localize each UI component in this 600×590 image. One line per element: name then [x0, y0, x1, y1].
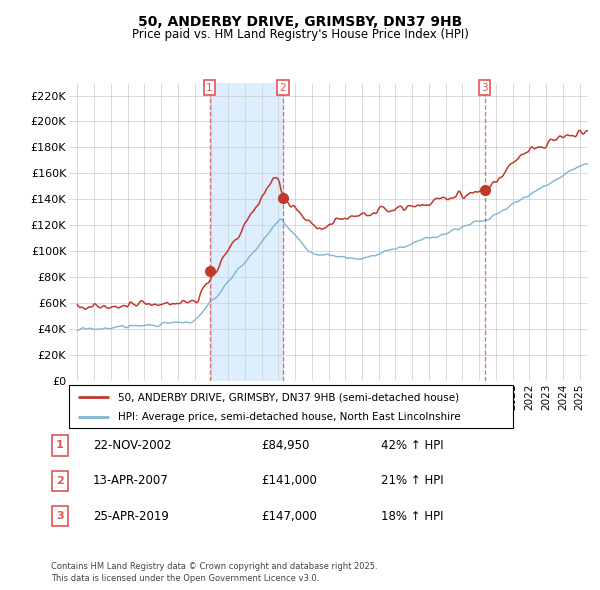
Bar [209, 83, 283, 381]
Text: 2: 2 [280, 83, 286, 93]
Text: 42% ↑ HPI: 42% ↑ HPI [381, 439, 443, 452]
Text: 1: 1 [206, 83, 213, 93]
FancyBboxPatch shape [52, 471, 68, 491]
FancyBboxPatch shape [52, 506, 68, 526]
Text: 3: 3 [481, 83, 488, 93]
Text: 50, ANDERBY DRIVE, GRIMSBY, DN37 9HB: 50, ANDERBY DRIVE, GRIMSBY, DN37 9HB [138, 15, 462, 29]
Text: £141,000: £141,000 [261, 474, 317, 487]
Text: 21% ↑ HPI: 21% ↑ HPI [381, 474, 443, 487]
Text: 1: 1 [56, 441, 64, 450]
Text: 25-APR-2019: 25-APR-2019 [93, 510, 169, 523]
Text: £84,950: £84,950 [261, 439, 310, 452]
Text: 3: 3 [56, 512, 64, 521]
Text: 22-NOV-2002: 22-NOV-2002 [93, 439, 172, 452]
Text: 13-APR-2007: 13-APR-2007 [93, 474, 169, 487]
Text: 2: 2 [56, 476, 64, 486]
Text: HPI: Average price, semi-detached house, North East Lincolnshire: HPI: Average price, semi-detached house,… [118, 412, 460, 422]
Text: Price paid vs. HM Land Registry's House Price Index (HPI): Price paid vs. HM Land Registry's House … [131, 28, 469, 41]
Text: £147,000: £147,000 [261, 510, 317, 523]
Text: 50, ANDERBY DRIVE, GRIMSBY, DN37 9HB (semi-detached house): 50, ANDERBY DRIVE, GRIMSBY, DN37 9HB (se… [118, 392, 459, 402]
Text: Contains HM Land Registry data © Crown copyright and database right 2025.
This d: Contains HM Land Registry data © Crown c… [51, 562, 377, 583]
Text: 18% ↑ HPI: 18% ↑ HPI [381, 510, 443, 523]
FancyBboxPatch shape [69, 385, 513, 428]
FancyBboxPatch shape [52, 435, 68, 455]
